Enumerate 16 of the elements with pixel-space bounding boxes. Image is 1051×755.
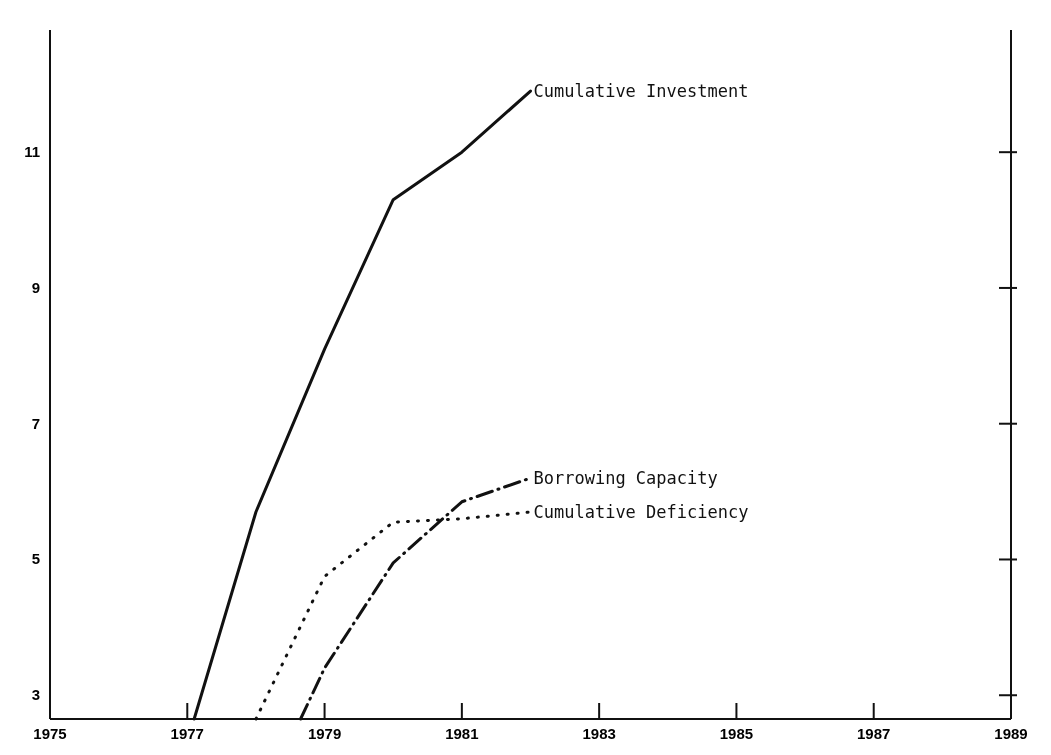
x-tick-label: 1989 <box>994 725 1028 742</box>
y-tick-label: 9 <box>31 278 40 296</box>
series-label: Cumulative Investment <box>533 81 749 102</box>
x-tick-label: 1981 <box>445 725 479 742</box>
x-tick-label: 1987 <box>857 725 891 742</box>
series-label: Cumulative Deficiency <box>533 501 749 522</box>
y-tick-label: 7 <box>31 414 40 432</box>
y-tick-label: 11 <box>24 143 40 161</box>
x-tick-label: 1983 <box>582 725 616 742</box>
y-tick-label: 3 <box>31 686 40 704</box>
x-tick-label: 1979 <box>307 725 342 742</box>
x-tick-label: 1985 <box>719 725 754 742</box>
x-tick-label: 1975 <box>33 725 67 742</box>
y-tick-label: 5 <box>31 550 40 568</box>
x-tick-label: 1977 <box>170 725 204 742</box>
series-label: Borrowing Capacity <box>533 468 718 489</box>
